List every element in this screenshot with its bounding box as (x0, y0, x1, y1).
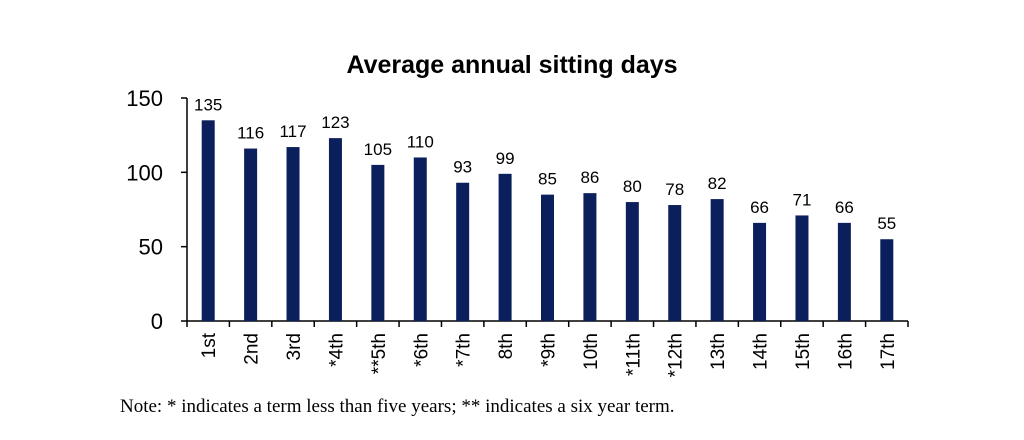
x-tick-label: *12th (666, 333, 687, 377)
x-tick-label: 16th (835, 333, 856, 370)
x-tick-label: 15th (793, 333, 814, 370)
bar (625, 202, 639, 321)
x-tick-label: *9th (539, 333, 560, 367)
data-label: 66 (835, 198, 854, 217)
x-tick-label: *11th (623, 333, 644, 376)
bar (583, 193, 597, 321)
y-tick-label: 50 (139, 235, 163, 260)
x-tick-label: *4th (326, 333, 347, 367)
x-tick-label: *6th (411, 333, 432, 367)
y-tick-label: 150 (126, 86, 163, 111)
chart-title: Average annual sitting days (346, 51, 677, 79)
x-tick-label: 3rd (284, 333, 305, 360)
x-tick-label: 10th (581, 333, 602, 370)
data-label: 86 (580, 168, 599, 187)
bar (668, 205, 682, 321)
x-tick-label: 17th (878, 333, 899, 370)
data-label: 66 (750, 198, 769, 217)
data-label: 99 (496, 149, 515, 168)
bar (328, 138, 342, 321)
bar (286, 147, 300, 321)
data-label: 135 (194, 95, 222, 114)
bar (201, 120, 215, 321)
x-tick-label: *7th (454, 333, 475, 367)
data-label: 85 (538, 170, 557, 189)
bar-chart: Average annual sitting days 0 50 100 150 135… (126, 51, 909, 377)
x-tick-label: **5th (369, 333, 390, 374)
bar (456, 182, 470, 321)
bar (795, 215, 809, 321)
bar (753, 222, 767, 321)
data-label: 55 (877, 214, 896, 233)
x-tick-label: 13th (708, 333, 729, 370)
footnote: Note: * indicates a term less than five … (120, 396, 675, 417)
data-label: 82 (708, 174, 727, 193)
data-label: 105 (364, 140, 392, 159)
bar (541, 194, 554, 321)
data-label: 116 (237, 124, 264, 143)
x-tick-label: 8th (496, 333, 517, 359)
bar (837, 222, 851, 321)
data-label: 117 (279, 122, 306, 141)
bar (498, 173, 512, 321)
data-label: 80 (623, 177, 642, 196)
bar (244, 148, 258, 321)
bar (413, 157, 427, 321)
plot-area: 0 50 100 150 135 1st 116 2nd 117 3rd 123 *4th 105 **5… (126, 86, 909, 377)
data-label: 93 (453, 158, 472, 177)
x-tick-label: 1st (199, 332, 220, 358)
x-tick-label: 14th (751, 333, 772, 370)
y-tick-label: 100 (126, 160, 163, 185)
bar (371, 164, 385, 321)
x-tick-label: 2nd (242, 333, 263, 365)
data-label: 123 (321, 113, 349, 132)
data-label: 110 (407, 132, 434, 151)
bar (710, 199, 724, 321)
data-label: 78 (665, 180, 684, 199)
bar (880, 239, 894, 321)
data-label: 71 (793, 190, 812, 209)
y-tick-label: 0 (151, 309, 163, 334)
